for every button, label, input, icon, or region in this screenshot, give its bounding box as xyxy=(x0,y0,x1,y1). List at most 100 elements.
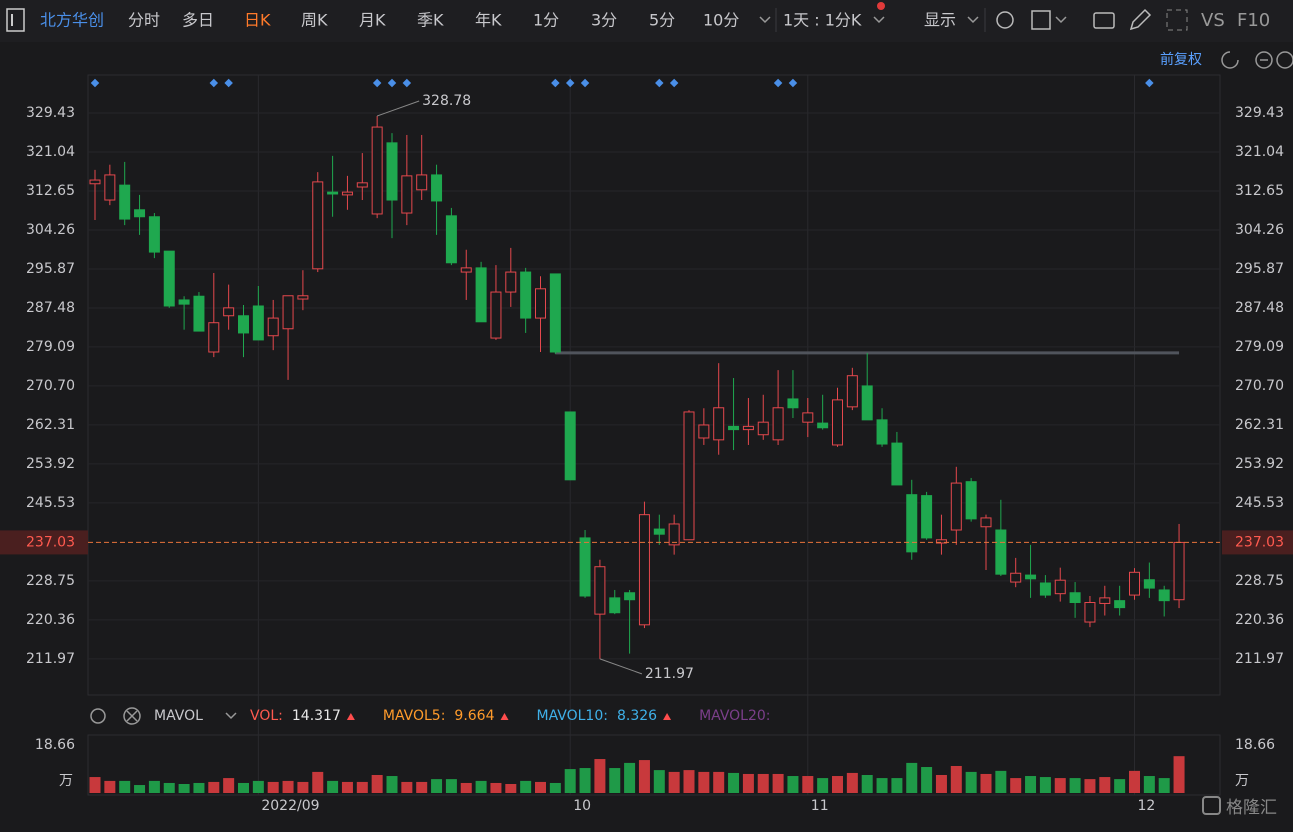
volume-bar xyxy=(1129,770,1140,793)
candle-body xyxy=(876,419,888,445)
period-select[interactable]: 1天 : 1分K xyxy=(783,11,862,30)
y-tick-label-right: 262.31 xyxy=(1235,417,1284,433)
menu-icon[interactable] xyxy=(6,8,25,32)
candle-body xyxy=(713,407,725,441)
y-tick-label-right: 295.87 xyxy=(1235,261,1284,277)
y-tick-label-right: 270.70 xyxy=(1235,378,1284,394)
candle-body xyxy=(757,421,769,436)
volume-bar xyxy=(802,776,814,793)
layout-icon[interactable] xyxy=(1031,10,1051,30)
period-tab[interactable]: 周K xyxy=(301,11,328,30)
y-tick-label: 312.65 xyxy=(26,183,75,199)
period-tab[interactable]: 多日 xyxy=(182,11,214,30)
candle-body xyxy=(995,529,1007,575)
volume-bar xyxy=(475,780,487,793)
period-tab[interactable]: 月K xyxy=(359,11,386,30)
period-tab[interactable]: 10分 xyxy=(703,11,739,30)
candle-body xyxy=(698,424,710,439)
volume-bar xyxy=(208,781,220,793)
event-marker[interactable] xyxy=(224,78,233,88)
volume-unit-right: 万 xyxy=(1235,773,1249,789)
candle-body xyxy=(564,411,576,481)
y-tick-label-right: 312.65 xyxy=(1235,183,1284,199)
reset-icon[interactable] xyxy=(1221,51,1239,69)
plot-frame xyxy=(87,74,1221,696)
watermark: 格隆汇 xyxy=(1226,798,1277,818)
annotation-label: 328.78 xyxy=(422,93,471,109)
current-price-box xyxy=(0,530,88,555)
period-tab[interactable]: 季K xyxy=(417,11,444,30)
event-marker[interactable] xyxy=(387,78,397,88)
period-tab[interactable]: 日K xyxy=(244,11,271,30)
volume-bar xyxy=(416,781,428,793)
volume-bar xyxy=(861,774,873,793)
adjust-button[interactable]: 前复权 xyxy=(1160,51,1202,68)
volume-bar xyxy=(817,778,829,793)
y-tick-label-right: 279.09 xyxy=(1235,339,1284,355)
indicator-chevron[interactable] xyxy=(225,712,237,720)
candle-body xyxy=(579,537,591,597)
y-tick-label-right: 287.48 xyxy=(1235,300,1284,316)
volume-bar xyxy=(490,782,502,793)
candle-body xyxy=(861,385,873,421)
event-marker[interactable] xyxy=(402,78,412,88)
volume-unit: 万 xyxy=(59,773,73,789)
period-tab[interactable]: 3分 xyxy=(591,11,617,30)
candle-body xyxy=(1054,579,1066,595)
volume-bar xyxy=(148,780,160,793)
y-tick-label: 245.53 xyxy=(26,495,75,511)
indicator-settings[interactable] xyxy=(90,708,106,724)
period-tab[interactable]: 分时 xyxy=(128,11,160,30)
vs-button[interactable]: VS xyxy=(1201,10,1225,31)
candle-body xyxy=(475,267,487,323)
candle-body xyxy=(980,517,992,528)
indicator-legend-name: MAVOL10: xyxy=(537,708,608,724)
candle-body xyxy=(178,299,190,305)
y-tick-label: 279.09 xyxy=(26,339,75,355)
zoom-out-icon[interactable] xyxy=(1255,51,1273,69)
draw-icon[interactable] xyxy=(1129,8,1152,31)
f10-button[interactable]: F10 xyxy=(1237,10,1270,31)
candle-body xyxy=(609,597,621,614)
volume-bar xyxy=(624,762,636,793)
candle-body xyxy=(208,322,220,353)
candle-body xyxy=(505,271,517,293)
display-menu[interactable]: 显示 xyxy=(924,11,956,30)
candle-body xyxy=(891,442,903,486)
volume-bar xyxy=(119,780,131,793)
indicator-legend-name: VOL: xyxy=(250,708,283,724)
y-tick-label: 329.43 xyxy=(26,105,75,121)
y-tick-label-right: 245.53 xyxy=(1235,495,1284,511)
volume-bar xyxy=(371,774,383,793)
candle-body xyxy=(445,215,457,264)
indicator-name: MAVOL xyxy=(154,708,203,724)
volume-bar xyxy=(386,776,398,793)
event-marker[interactable] xyxy=(90,78,100,88)
volume-bar xyxy=(1099,777,1111,793)
candle-body xyxy=(520,271,532,319)
fullscreen-icon[interactable] xyxy=(1166,9,1188,31)
settings-icon[interactable] xyxy=(996,11,1014,29)
event-marker[interactable] xyxy=(372,78,382,88)
volume-bar xyxy=(431,779,443,793)
period-tab[interactable]: 年K xyxy=(475,11,502,30)
candle-body xyxy=(846,375,858,408)
candle-body xyxy=(104,174,116,201)
volume-bar xyxy=(891,778,903,793)
volume-bar xyxy=(535,781,546,793)
camera-icon[interactable] xyxy=(1093,12,1115,29)
volume-bar xyxy=(921,767,933,793)
volume-bar xyxy=(401,781,413,793)
indicator-close-x xyxy=(126,710,138,722)
candle-body xyxy=(238,315,249,334)
period-tab[interactable]: 1分 xyxy=(533,11,559,30)
volume-bar xyxy=(252,780,264,793)
indicator-close[interactable] xyxy=(123,707,141,725)
volume-bar xyxy=(846,772,858,793)
event-marker[interactable] xyxy=(209,78,219,88)
period-tab[interactable]: 5分 xyxy=(649,11,675,30)
volume-bar xyxy=(698,771,710,793)
zoom-in-icon[interactable] xyxy=(1276,51,1293,69)
candle-body xyxy=(148,216,160,253)
